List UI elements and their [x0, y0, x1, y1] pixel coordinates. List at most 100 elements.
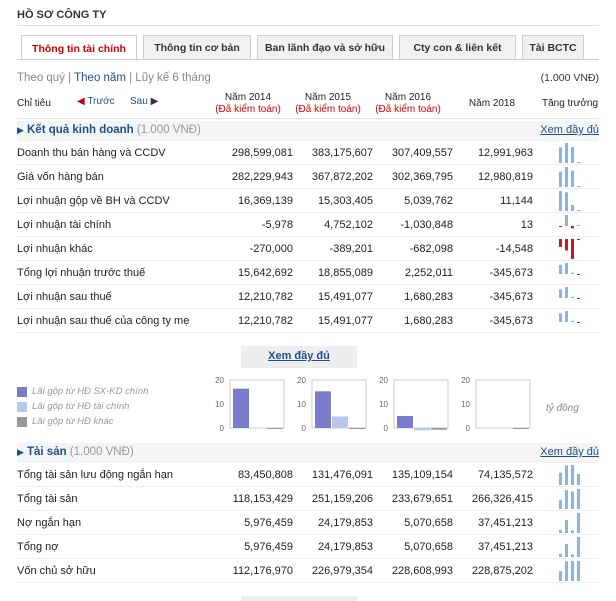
chart-bar [397, 416, 413, 428]
sparkline-bar [571, 561, 574, 581]
sparkline-bar [565, 465, 568, 485]
row-label: Doanh thu bán hàng và CCDV [17, 147, 166, 159]
cell-value: 112,176,970 [232, 565, 293, 577]
year-header-2014: Năm 2014 (Đã kiểm toán) [203, 92, 293, 116]
year-header-2018: Năm 2018 [447, 98, 537, 110]
table-row: Vốn chủ sở hữu 112,176,970 226,979,354 228,… [17, 559, 599, 583]
sparkline-bar [577, 274, 580, 275]
chart-unit-note: tỷ đồng [546, 403, 579, 414]
sparkline-bar [571, 226, 574, 229]
cell-value: 18,855,089 [317, 267, 373, 279]
previous-period-button[interactable]: ◀ Trước [77, 96, 115, 107]
cell-value: 15,491,077 [317, 315, 373, 327]
period-selector: Theo quý | Theo năm | Lũy kế 6 tháng [17, 72, 211, 84]
chart-bar [431, 428, 447, 430]
tab-management-ownership[interactable]: Ban lãnh đạo và sở hữu [257, 35, 393, 60]
period-ytd-link[interactable]: Lũy kế 6 tháng [135, 72, 211, 84]
view-all-button[interactable]: Xem đầy đủ [241, 346, 357, 368]
view-all-link[interactable]: Xem đầy đủ [540, 124, 599, 136]
growth-sparkline [559, 239, 580, 259]
sparkline-bar [559, 171, 562, 187]
audited-note: (Đã kiểm toán) [295, 104, 361, 115]
arrow-right-icon: ▶ [150, 96, 159, 107]
cell-value: 1,680,283 [404, 291, 453, 303]
sparkline-bar [577, 474, 580, 485]
cell-value: -270,000 [249, 243, 293, 255]
cell-value: -1,030,848 [400, 219, 453, 231]
year-header-2016: Năm 2016 (Đã kiểm toán) [363, 92, 453, 116]
section-business-results: ▶ Kết quả kinh doanh (1.000 VNĐ) Xem đầy… [17, 121, 599, 141]
chart-frame [229, 379, 285, 429]
arrow-left-icon: ◀ [77, 96, 85, 107]
row-label: Tổng tài sản [17, 493, 78, 505]
period-year-link[interactable]: Theo năm [74, 72, 126, 84]
period-quarter-link[interactable]: Theo quý [17, 72, 65, 84]
gross-profit-chart: 20 10 0 20 10 0 20 10 0 20 10 0 [215, 376, 531, 433]
cell-value: -389,201 [329, 243, 373, 255]
row-label: Lợi nhuận sau thuế [17, 291, 112, 303]
sparkline-bar [559, 239, 562, 247]
growth-sparkline [559, 489, 580, 509]
unit-label: (1.000 VNĐ) [540, 72, 599, 84]
table-row: Doanh thu bán hàng và CCDV 298,599,081 383… [17, 141, 599, 165]
cell-value: 5,976,459 [244, 517, 293, 529]
sparkline-bar [565, 490, 568, 509]
cell-value: 12,210,782 [237, 315, 293, 327]
sparkline-bar [559, 553, 562, 557]
sparkline-bar [577, 489, 580, 509]
cell-value: -345,673 [489, 291, 533, 303]
next-label: Sau [130, 96, 148, 107]
cell-value: 74,135,572 [477, 469, 533, 481]
cell-value: 13 [520, 219, 533, 231]
sparkline-bar [577, 322, 580, 323]
year-label: Năm 2018 [468, 98, 516, 109]
growth-sparkline [559, 465, 580, 485]
cell-value: 11,144 [500, 195, 533, 207]
tab-financial-info[interactable]: Thông tin tài chính [21, 35, 137, 61]
sparkline-bar [565, 143, 568, 163]
table-row: Nợ ngắn hạn 5,976,459 24,179,853 5,070,658 3… [17, 511, 599, 535]
sparkline-bar [577, 513, 580, 533]
table-row: Tổng nợ 5,976,459 24,179,853 5,070,658 37,45… [17, 535, 599, 559]
tick-label: 10 [379, 400, 388, 409]
chart-bar [414, 428, 430, 431]
table-row: Tổng lợi nhuận trước thuế 15,642,692 18,85… [17, 261, 599, 285]
cell-value: 5,070,658 [404, 541, 453, 553]
cell-value: 251,159,206 [311, 493, 373, 505]
tab-bar: Thông tin tài chính Thông tin cơ bản Ban… [21, 35, 590, 61]
cell-value: 1,680,283 [404, 315, 453, 327]
row-label: Lợi nhuận gộp về BH và CCDV [17, 195, 170, 207]
cell-value: 302,369,795 [391, 171, 453, 183]
growth-sparkline [559, 263, 580, 275]
sparkline-bar [565, 263, 568, 274]
cell-value: 5,976,459 [244, 541, 293, 553]
cell-value: 367,872,202 [311, 171, 373, 183]
bottom-bar [241, 596, 357, 601]
table-row: Lợi nhuận sau thuế 12,210,782 15,491,077 1,… [17, 285, 599, 309]
chart-bar [349, 428, 365, 429]
row-label: Giá vốn hàng bán [17, 171, 104, 183]
tab-subsidiaries[interactable]: Cty con & liên kết [399, 35, 516, 60]
view-all-link[interactable]: Xem đầy đủ [540, 446, 599, 458]
sparkline-bar [577, 210, 580, 211]
growth-header: Tăng trưởng [541, 98, 599, 109]
sparkline-bar [571, 170, 574, 187]
section-unit: (1.000 VNĐ) [133, 124, 201, 136]
next-period-button[interactable]: Sau ▶ [130, 96, 158, 107]
sparkline-bar [565, 192, 568, 211]
section-assets: ▶ Tài sản (1.000 VNĐ) Xem đầy đủ [17, 443, 599, 463]
tab-financial-reports[interactable]: Tài BCTC [522, 35, 584, 60]
chart-bar [513, 428, 529, 429]
cell-value: 228,608,993 [391, 565, 453, 577]
page-title: HỒ SƠ CÔNG TY [17, 9, 107, 21]
triangle-right-icon: ▶ [17, 447, 24, 457]
row-label: Lợi nhuận tài chính [17, 219, 112, 231]
tab-basic-info[interactable]: Thông tin cơ bản [143, 35, 251, 60]
audited-note: (Đã kiểm toán) [375, 104, 441, 115]
sparkline-bar [571, 320, 574, 322]
growth-sparkline [559, 191, 580, 211]
year-header-2015: Năm 2015 (Đã kiểm toán) [283, 92, 373, 116]
growth-sparkline [559, 561, 580, 581]
cell-value: 228,875,202 [471, 565, 533, 577]
cell-value: 226,979,354 [311, 565, 373, 577]
